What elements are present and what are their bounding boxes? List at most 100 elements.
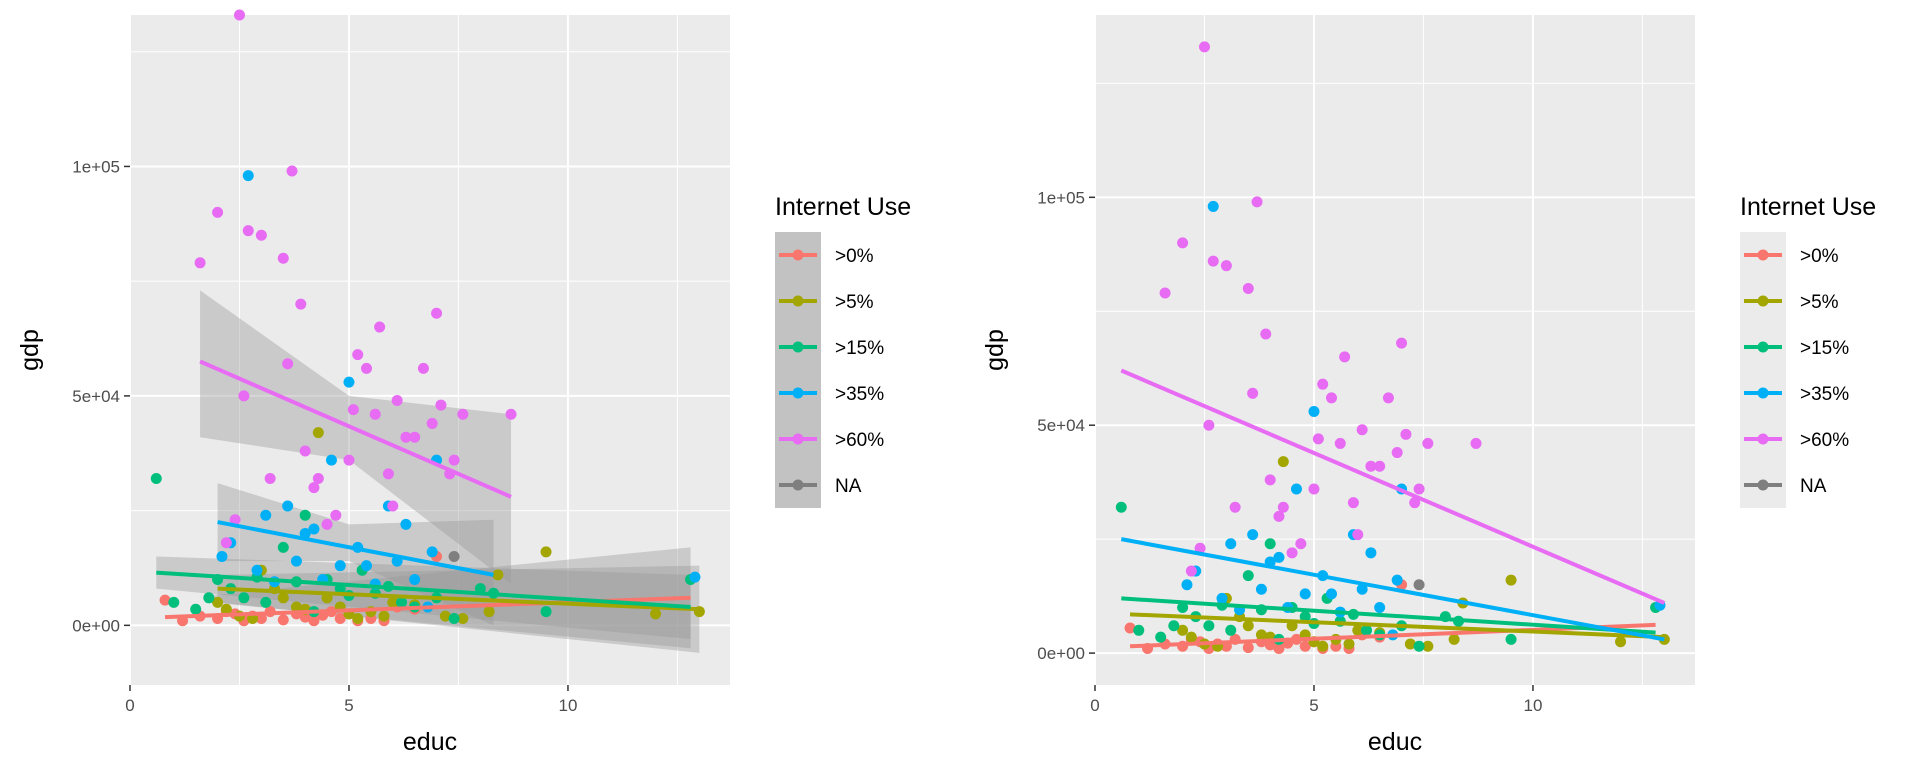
right-point->15% <box>1505 633 1517 645</box>
left-point->60% <box>277 252 289 264</box>
left-x-axis-title: educ <box>403 728 457 756</box>
right-point->60% <box>1198 41 1210 53</box>
left-y-axis-title: gdp <box>16 329 44 371</box>
right-point->60% <box>1229 501 1241 513</box>
left-legend-key-point <box>792 433 804 445</box>
left-point->5% <box>387 596 399 608</box>
right-point->5% <box>1242 620 1254 632</box>
right-point->60% <box>1382 392 1394 404</box>
right-point->0% <box>1299 640 1311 652</box>
right-point->60% <box>1286 547 1298 559</box>
left-point->60% <box>282 358 294 370</box>
left-point->35% <box>360 560 372 572</box>
right-point->5% <box>1352 624 1364 636</box>
right-point->5% <box>1615 636 1627 648</box>
right-point->35% <box>1273 551 1285 563</box>
right-point->35% <box>1225 538 1237 550</box>
right-legend: Internet Use >0% >5% >15% >35% >60% NA <box>1740 193 1876 508</box>
right-point->35% <box>1181 579 1193 591</box>
left-point->35% <box>242 170 254 182</box>
left-point->5% <box>290 601 302 613</box>
right-point->60% <box>1273 510 1285 522</box>
right-point->60% <box>1325 392 1337 404</box>
right-point->60% <box>1220 260 1232 272</box>
left-point->60% <box>308 482 320 494</box>
right-point->60% <box>1396 337 1408 349</box>
right-point->0% <box>1242 642 1254 654</box>
right-legend-key-point <box>1757 341 1769 353</box>
right-legend-key->15%: >15% <box>1740 324 1849 370</box>
left-point->60% <box>417 362 429 374</box>
left-point->15% <box>299 509 311 521</box>
right-point->60% <box>1334 437 1346 449</box>
left-point->15% <box>168 596 180 608</box>
left-point->5% <box>352 612 364 624</box>
left-point->0% <box>334 612 346 624</box>
right-point->60% <box>1347 497 1359 509</box>
left-point->0% <box>277 614 289 626</box>
right-point->35% <box>1299 588 1311 600</box>
right-point->60% <box>1413 483 1425 495</box>
right-point->15% <box>1133 624 1145 636</box>
right-fit-line->60% <box>1120 368 1666 605</box>
left-legend-key-point <box>792 341 804 353</box>
right-point->35% <box>1308 406 1320 418</box>
left-point->60% <box>400 431 412 443</box>
right-point->60% <box>1352 529 1364 541</box>
right-point->5% <box>1177 624 1189 636</box>
right-point->60% <box>1317 378 1329 390</box>
left-point->60% <box>409 431 421 443</box>
left-point->15% <box>203 592 215 604</box>
right-point->35% <box>1247 529 1259 541</box>
left-point->60% <box>220 537 232 549</box>
left-point->60% <box>448 454 460 466</box>
left-point->35% <box>216 551 228 563</box>
left-scatter-plot: 0 5 10 0e+00 5e+04 1e+05 educ gdp Internet Us… <box>16 9 911 756</box>
right-point->60% <box>1207 255 1219 267</box>
left-point->5% <box>483 606 495 618</box>
left-legend-label: >15% <box>835 338 884 359</box>
left-point->60% <box>194 257 206 269</box>
right-point->15% <box>1168 620 1180 632</box>
right-scatter-plot: 0 5 10 0e+00 5e+04 1e+05 educ gdp Internet Us… <box>981 15 1876 756</box>
left-point->60% <box>238 390 250 402</box>
right-point->5% <box>1404 638 1416 650</box>
left-y-tick-label: 1e+05 <box>72 157 120 176</box>
right-fit-line->35% <box>1120 537 1665 642</box>
left-point->60% <box>426 417 438 429</box>
right-point->5% <box>1317 640 1329 652</box>
right-legend-key-point <box>1757 387 1769 399</box>
left-point->60% <box>255 229 267 241</box>
left-point->35% <box>409 573 421 585</box>
left-point->35% <box>290 555 302 567</box>
left-point->15% <box>448 612 460 624</box>
left-point->35% <box>426 546 438 558</box>
left-point->0% <box>255 612 267 624</box>
left-point->60% <box>435 399 447 411</box>
right-point->15% <box>1115 501 1127 513</box>
left-legend-label: >60% <box>835 430 884 451</box>
left-fit-line->60% <box>199 359 512 499</box>
right-fit-line->5% <box>1129 612 1665 640</box>
left-plot-background <box>130 15 730 685</box>
right-point->60% <box>1159 287 1171 299</box>
left-point->60% <box>321 518 333 530</box>
left-point->60% <box>391 394 403 406</box>
right-fit-lines <box>1120 368 1666 649</box>
left-legend-label: NA <box>835 476 862 497</box>
right-point->5% <box>1185 631 1197 643</box>
left-fit-line->15% <box>156 570 691 609</box>
right-y-tick-label: 5e+04 <box>1037 416 1085 435</box>
right-point->60% <box>1374 460 1386 472</box>
left-point->5% <box>492 569 504 581</box>
left-point-NA <box>448 551 460 563</box>
left-point->0% <box>159 594 171 606</box>
left-point->60% <box>299 445 311 457</box>
right-point->60% <box>1295 538 1307 550</box>
left-point->60% <box>369 408 381 420</box>
left-gridlines <box>129 15 730 685</box>
right-point->35% <box>1374 602 1386 614</box>
left-point->60% <box>312 472 324 484</box>
left-point->15% <box>277 541 289 553</box>
right-point->60% <box>1194 542 1206 554</box>
